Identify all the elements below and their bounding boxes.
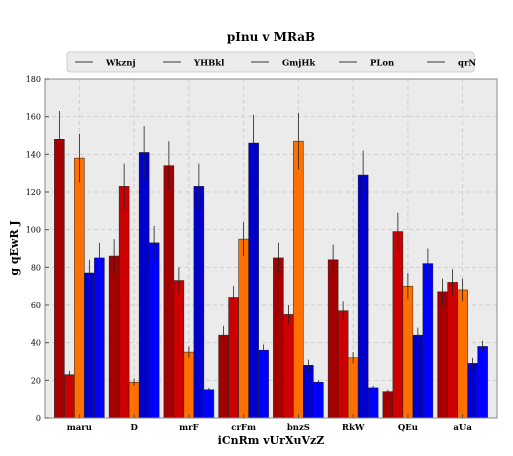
bar bbox=[273, 257, 284, 419]
bar bbox=[108, 255, 120, 419]
bar bbox=[337, 310, 349, 419]
bar bbox=[367, 387, 379, 419]
legend-label: GmjHk bbox=[282, 59, 316, 69]
bar bbox=[148, 242, 160, 419]
bar bbox=[64, 374, 75, 419]
y-axis-label: g qEwR J bbox=[8, 220, 21, 275]
plot-border bbox=[44, 78, 498, 419]
legend-label: YHBkl bbox=[193, 59, 225, 69]
bar bbox=[303, 365, 314, 419]
bar bbox=[128, 381, 140, 419]
bar bbox=[84, 272, 95, 419]
bar bbox=[293, 140, 304, 419]
y-tick-label: 0 bbox=[36, 414, 41, 423]
bar bbox=[193, 186, 205, 419]
bar bbox=[138, 152, 150, 419]
x-tick-label: aUa bbox=[453, 423, 472, 433]
bar bbox=[422, 263, 434, 419]
x-tick-label: bnzS bbox=[287, 423, 310, 433]
bar bbox=[437, 291, 448, 419]
bar bbox=[118, 186, 130, 419]
legend-label: PLon bbox=[370, 59, 394, 69]
y-tick-label: 160 bbox=[26, 113, 41, 122]
bars bbox=[54, 139, 488, 419]
bar bbox=[183, 351, 195, 419]
bar bbox=[218, 334, 229, 419]
bar bbox=[382, 391, 394, 419]
x-axis-label: iCnRm vUrXuVzZ bbox=[218, 434, 325, 447]
bar bbox=[228, 297, 239, 419]
y-tick-label: 140 bbox=[26, 150, 41, 159]
bar bbox=[238, 238, 249, 419]
bar bbox=[173, 280, 185, 419]
bar bbox=[347, 357, 359, 419]
x-tick-label: maru bbox=[67, 423, 92, 433]
bar bbox=[203, 389, 215, 419]
y-tick-label: 100 bbox=[26, 226, 41, 235]
bar bbox=[477, 346, 488, 419]
x-tick-label: D bbox=[130, 423, 138, 433]
bar bbox=[402, 285, 414, 419]
y-tick-label: 180 bbox=[26, 75, 41, 84]
x-tick-label: QEu bbox=[398, 423, 418, 433]
bar bbox=[163, 165, 175, 419]
error-bars bbox=[58, 111, 484, 394]
bar bbox=[248, 142, 259, 419]
bar bbox=[94, 257, 105, 419]
bar bbox=[313, 381, 324, 419]
chart-title: pInu v MRaB bbox=[227, 30, 315, 44]
x-tick-label: RkW bbox=[342, 423, 365, 433]
y-tick-label: 20 bbox=[31, 376, 41, 385]
legend-box bbox=[66, 51, 475, 73]
legend: Wkznj YHBkl GmjHk PLon qrN bbox=[66, 51, 476, 73]
bar bbox=[467, 363, 478, 419]
bar bbox=[74, 157, 85, 419]
bar bbox=[54, 139, 65, 419]
bar bbox=[447, 282, 458, 419]
bar bbox=[283, 314, 294, 419]
bar bbox=[258, 349, 269, 419]
y-tick-label: 60 bbox=[31, 301, 41, 310]
y-tick-label: 40 bbox=[31, 339, 41, 348]
x-tick-label: mrF bbox=[179, 423, 199, 433]
y-tick-label: 80 bbox=[31, 263, 41, 272]
bar bbox=[392, 231, 404, 419]
legend-label: Wkznj bbox=[105, 59, 136, 69]
legend-label: qrN bbox=[458, 59, 476, 69]
bar bbox=[412, 334, 424, 419]
x-tick-label: crFm bbox=[231, 423, 256, 433]
bar bbox=[357, 174, 369, 419]
y-tick-label: 120 bbox=[26, 188, 41, 197]
bar bbox=[457, 289, 468, 419]
bar bbox=[327, 259, 339, 419]
y-axis: 0 20 40 60 80 100 120 140 160 180 bbox=[26, 75, 49, 423]
